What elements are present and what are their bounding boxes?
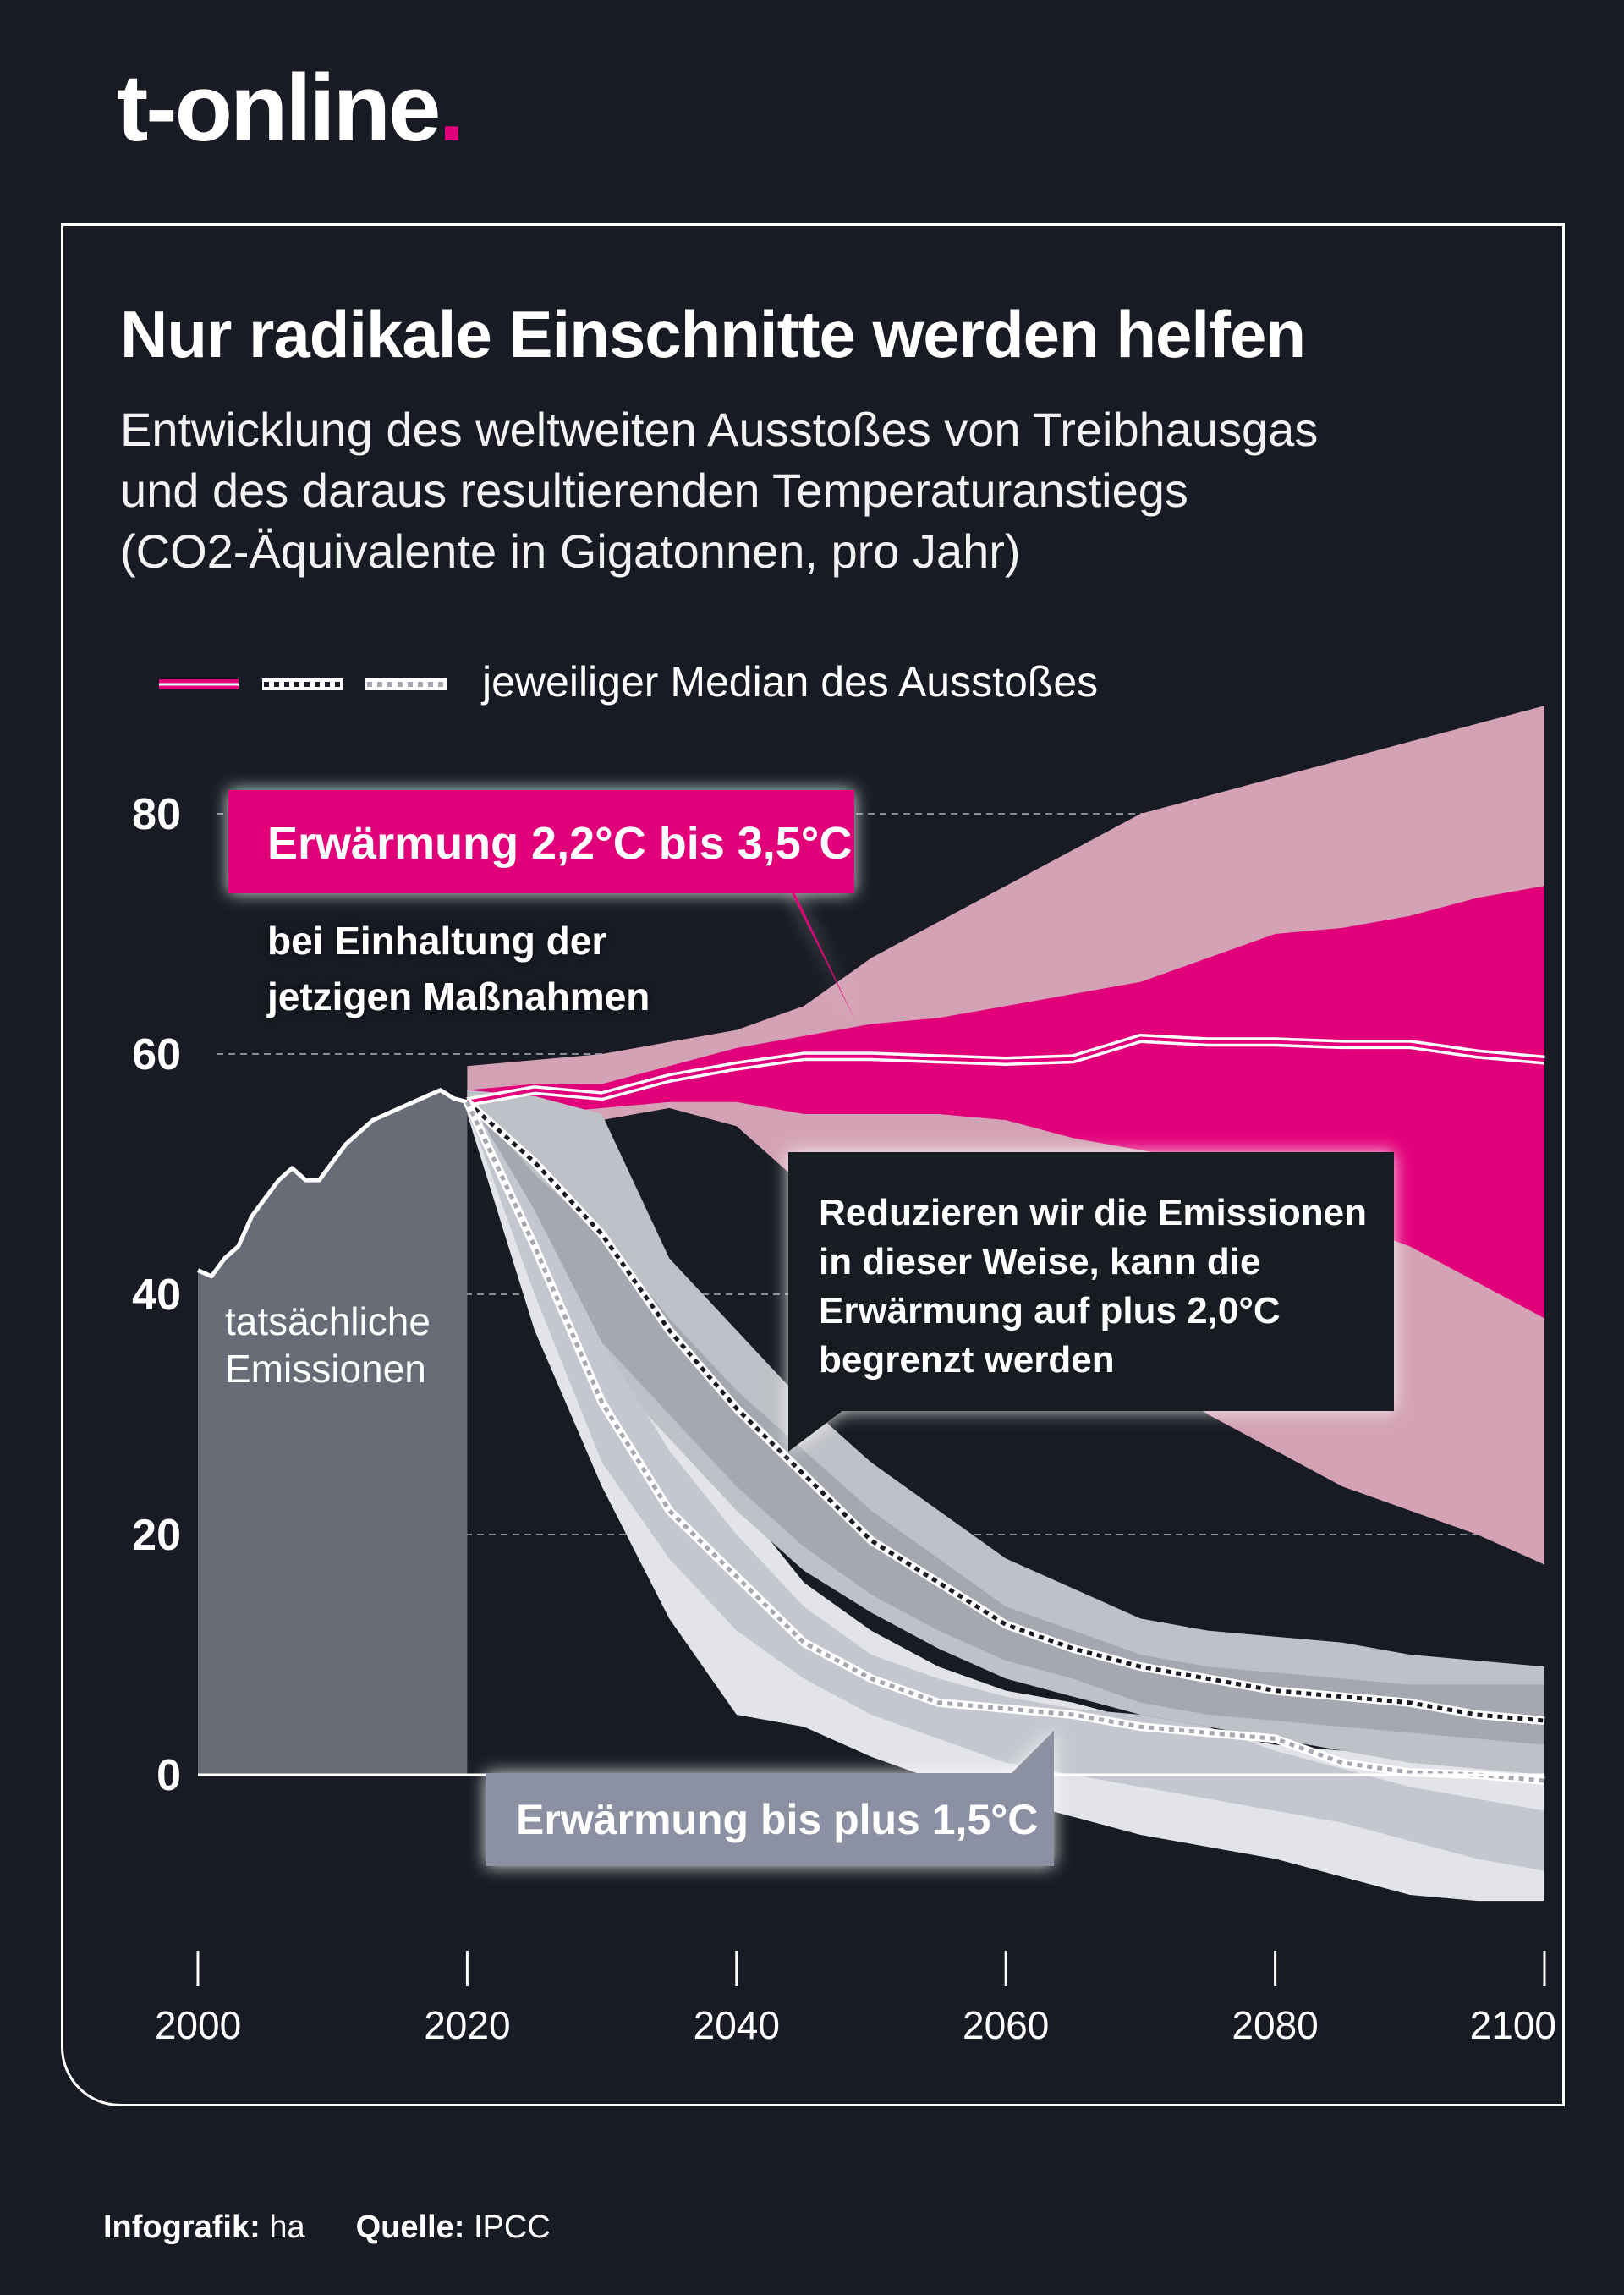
- subtitle-line: (CO2-Äquivalente in Gigatonnen, pro Jahr…: [120, 524, 1021, 578]
- subtitle-line: und des daraus resultierenden Temperatur…: [120, 464, 1188, 517]
- y-tick-label: 60: [132, 1030, 181, 1079]
- median-lines: [463, 1034, 1545, 1786]
- callout-two-degrees-text-line: Reduzieren wir die Emissionen: [819, 1192, 1367, 1233]
- callout-current-text-line: jetzigen Maßnahmen: [266, 975, 650, 1018]
- callout-current-text-line: bei Einhaltung der: [267, 919, 606, 963]
- median-two-degrees-line: [465, 1100, 1545, 1723]
- band-two-degrees-inner: [467, 1095, 1544, 1745]
- historical-label-line: Emissionen: [225, 1347, 426, 1391]
- x-tick-label: 2040: [694, 2003, 780, 2047]
- historical-emissions-area: [198, 1090, 468, 1775]
- y-tick-label: 40: [132, 1271, 181, 1320]
- callout-current-title: Erwärmung 2,2°C bis 3,5°C: [267, 818, 852, 869]
- band-one-five-inner: [467, 1095, 1544, 1871]
- callout-one-five-title: Erwärmung bis plus 1,5°C: [516, 1796, 1038, 1843]
- legend-label: jeweiliger Median des Ausstoßes: [480, 658, 1098, 706]
- chart-subtitle: Entwicklung des weltweiten Ausstoßes von…: [120, 399, 1318, 582]
- y-tick-label: 20: [132, 1511, 181, 1560]
- x-tick-label: 2020: [424, 2003, 510, 2047]
- median-one-five-outline: [463, 1100, 1545, 1786]
- brand-logo: t-online.: [117, 61, 464, 156]
- chart-title: Nur radikale Einschnitte werden helfen: [120, 297, 1306, 371]
- subtitle-line: Entwicklung des weltweiten Ausstoßes von…: [120, 403, 1319, 456]
- historical-area: [196, 1088, 469, 1775]
- x-tick-label: 2000: [155, 2003, 241, 2047]
- annotation-current: Erwärmung 2,2°C bis 3,5°C bei Einhaltung…: [228, 790, 856, 1022]
- chart-legend: jeweiliger Median des Ausstoßes: [159, 658, 1098, 706]
- footer-source-label: Quelle:: [355, 2210, 465, 2245]
- historical-label: tatsächliche Emissionen: [225, 1299, 431, 1391]
- x-tick-label: 2080: [1232, 2003, 1318, 2047]
- legend-swatch-two-degrees: [262, 678, 343, 690]
- annotation-one-five: Erwärmung bis plus 1,5°C: [486, 1731, 1054, 1866]
- callout-current-box: [228, 790, 856, 1022]
- band-one-five-outer: [467, 1090, 1544, 1902]
- band-current-inner: [467, 886, 1544, 1319]
- y-tick-label: 80: [132, 790, 181, 839]
- annotation-two-degrees: Reduzieren wir die Emissionen in dieser …: [788, 1152, 1394, 1452]
- logo-dot: .: [438, 55, 464, 161]
- callout-one-five-box: [486, 1731, 1054, 1866]
- callout-two-degrees-text-line: in dieser Weise, kann die: [819, 1241, 1261, 1282]
- historical-emissions-line: [196, 1088, 469, 1279]
- callout-two-degrees-text-line: Erwärmung auf plus 2,0°C: [819, 1290, 1281, 1331]
- logo-text: t-online: [117, 55, 441, 161]
- historical-label-line: tatsächliche: [225, 1299, 431, 1343]
- x-tick-label: 2060: [963, 2003, 1049, 2047]
- footer-credit-label: Infografik:: [103, 2210, 261, 2245]
- callout-two-degrees-text-line: begrenzt werden: [819, 1339, 1115, 1381]
- y-tick-label: 0: [156, 1751, 181, 1800]
- median-current-line: [467, 1036, 1545, 1104]
- x-tick-label: 2100: [1470, 2003, 1556, 2047]
- footer-source-value: IPCC: [474, 2210, 551, 2245]
- chart-frame: [61, 223, 1565, 2106]
- callout-two-degrees-box: [788, 1152, 1394, 1452]
- legend-swatch-one-five: [365, 678, 447, 690]
- footer-credit-value: ha: [269, 2210, 305, 2245]
- footer: Infografik: ha Quelle: IPCC: [103, 2210, 551, 2246]
